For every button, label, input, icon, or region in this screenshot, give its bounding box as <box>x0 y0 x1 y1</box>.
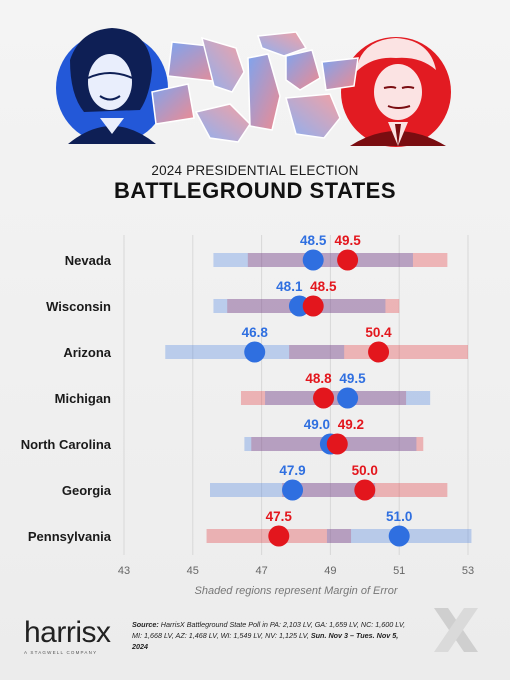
chart-subtitle: 2024 PRESIDENTIAL ELECTION <box>151 163 359 178</box>
x-tick-label: 45 <box>187 565 199 577</box>
harrisx-x-icon <box>434 608 478 652</box>
logo-wordmark: harrisx <box>24 616 111 649</box>
moe-note: Shaded regions represent Margin of Error <box>194 585 398 597</box>
value-label-red: 48.5 <box>310 279 337 294</box>
dot-red <box>354 479 376 501</box>
state-label: North Carolina <box>21 437 112 452</box>
state-label: Nevada <box>65 253 112 268</box>
state-label: Wisconsin <box>46 299 111 314</box>
dot-red <box>313 387 335 409</box>
harrisx-logo: harrisx A STAGWELL COMPANY <box>24 616 111 656</box>
value-label-red: 47.5 <box>266 509 293 524</box>
value-label-red: 48.8 <box>305 371 332 386</box>
logo-tagline: A STAGWELL COMPANY <box>24 650 98 655</box>
x-tick-label: 47 <box>255 565 267 577</box>
value-label-blue: 49.5 <box>339 371 366 386</box>
dot-red <box>326 433 348 455</box>
value-label-blue: 46.8 <box>242 325 269 340</box>
state-label: Arizona <box>63 345 111 360</box>
dot-blue <box>388 525 410 547</box>
value-label-blue: 48.1 <box>276 279 303 294</box>
state-label: Michigan <box>55 391 111 406</box>
value-label-red: 50.4 <box>365 325 392 340</box>
source-text: HarrisX Battleground State Poll in PA: 2… <box>132 620 406 640</box>
value-label-blue: 47.9 <box>279 463 305 478</box>
hero-illustration <box>56 28 451 147</box>
source-label: Source: <box>132 620 159 629</box>
portrait-left <box>56 28 168 144</box>
x-tick-label: 51 <box>393 565 405 577</box>
poll-dates: Sun. Nov 3 – Tues. Nov 5, 2024 <box>132 631 399 651</box>
dot-blue <box>282 479 304 501</box>
dot-red <box>337 249 359 271</box>
dot-blue <box>337 387 359 409</box>
state-shapes <box>151 31 359 143</box>
dot-red <box>368 341 390 363</box>
source-note: Source: HarrisX Battleground State Poll … <box>132 619 407 652</box>
dot-blue <box>302 249 324 271</box>
dot-range-chart: Nevada 48.5 49.5 Wisconsin 48.1 48.5 Arizona 46… <box>21 233 474 577</box>
value-label-red: 49.5 <box>334 233 361 248</box>
dot-blue <box>244 341 266 363</box>
dot-red <box>268 525 290 547</box>
x-tick-label: 49 <box>324 565 336 577</box>
state-label: Georgia <box>62 483 112 498</box>
value-label-red: 49.2 <box>338 417 364 432</box>
x-tick-label: 53 <box>462 565 474 577</box>
dot-red <box>302 295 324 317</box>
value-label-blue: 49.0 <box>304 417 330 432</box>
value-label-blue: 51.0 <box>386 509 412 524</box>
chart-title: BATTLEGROUND STATES <box>113 178 397 203</box>
value-label-red: 50.0 <box>352 463 378 478</box>
state-label: Pennsylvania <box>28 529 112 544</box>
portrait-right <box>341 37 451 147</box>
x-tick-label: 43 <box>118 565 130 577</box>
value-label-blue: 48.5 <box>300 233 327 248</box>
